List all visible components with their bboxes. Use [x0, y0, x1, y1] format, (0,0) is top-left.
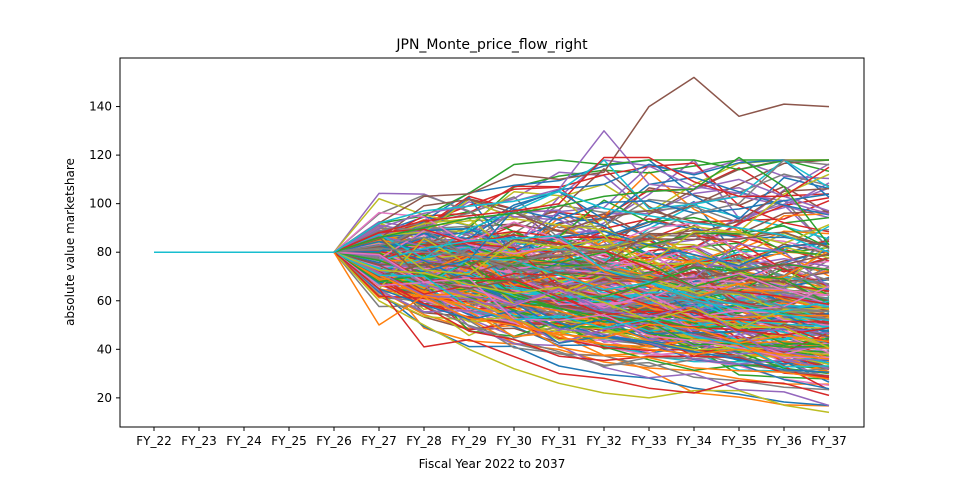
axes-group: FY_22 FY_23 FY_24 FY_25 FY_26 FY_27 FY_28 FY_29…	[89, 100, 847, 448]
y-tick-label: 140	[89, 100, 112, 114]
chart-title: JPN_Monte_price_flow_right	[395, 37, 588, 53]
x-tick-label: FY_23	[181, 434, 217, 448]
x-tick-label: FY_37	[811, 434, 847, 448]
y-tick-label: 100	[89, 197, 112, 211]
x-tick-label: FY_28	[406, 434, 442, 448]
y-tick-label: 60	[97, 294, 112, 308]
y-tick-label: 40	[97, 342, 112, 356]
y-axis-label: absolute value marketshare	[63, 158, 77, 326]
x-axis-label: Fiscal Year 2022 to 2037	[419, 457, 566, 471]
y-tick-label: 20	[97, 391, 112, 405]
x-tick-label: FY_30	[496, 434, 532, 448]
y-tick-label: 120	[89, 148, 112, 162]
y-tick-label: 80	[97, 245, 112, 259]
x-tick-label: FY_26	[316, 434, 352, 448]
x-tick-label: FY_34	[676, 434, 712, 448]
x-tick-label: FY_36	[766, 434, 802, 448]
x-tick-label: FY_31	[541, 434, 577, 448]
x-tick-label: FY_27	[361, 434, 397, 448]
x-tick-label: FY_35	[721, 434, 757, 448]
x-tick-label: FY_29	[451, 434, 487, 448]
x-tick-label: FY_33	[631, 434, 667, 448]
series-group	[154, 76, 830, 414]
x-tick-label: FY_24	[226, 434, 262, 448]
plot-frame	[119, 57, 865, 428]
series-line	[154, 190, 830, 253]
x-tick-label: FY_22	[136, 434, 172, 448]
x-tick-label: FY_25	[271, 434, 307, 448]
x-tick-label: FY_32	[586, 434, 622, 448]
